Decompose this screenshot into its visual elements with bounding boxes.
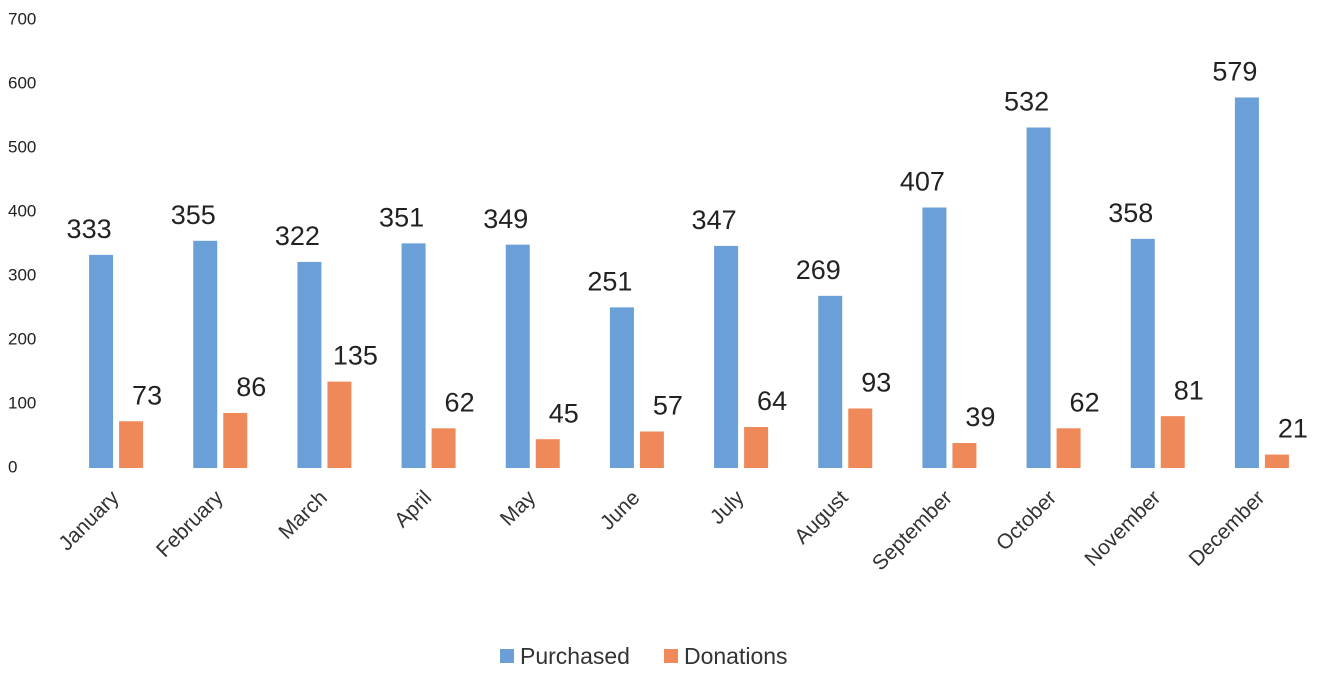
data-label: 351 [379,202,424,232]
data-label: 135 [333,341,378,371]
bar [639,431,664,468]
y-tick-label: 100 [8,393,36,412]
bar [89,254,114,468]
data-label: 347 [692,205,737,235]
data-label: 62 [445,387,475,417]
bar [1160,416,1185,468]
x-tick-label: December [1185,486,1270,571]
bar [848,408,873,468]
bar [119,421,144,468]
data-label: 86 [236,372,266,402]
x-tick-label: February [152,486,228,562]
data-label: 349 [483,204,528,234]
data-label: 358 [1108,198,1153,228]
data-label: 21 [1278,414,1308,444]
data-label: 355 [171,200,216,230]
y-tick-label: 500 [8,137,36,156]
y-tick-label: 200 [8,329,36,348]
data-label: 81 [1174,375,1204,405]
y-tick-label: 600 [8,73,36,92]
x-tick-label: September [868,486,957,575]
x-tick-label: November [1080,486,1165,571]
legend-swatch [500,649,514,663]
x-tick-label: January [54,486,123,555]
x-tick-label: August [790,486,853,549]
x-tick-label: June [596,486,644,534]
bar [609,307,634,468]
data-label: 269 [796,255,841,285]
data-label: 73 [132,380,162,410]
x-tick-label: July [706,486,749,529]
x-tick-label: March [274,486,332,544]
data-label: 93 [861,368,891,398]
x-tick-label: May [496,486,541,531]
bar [401,243,426,468]
bar [714,245,739,468]
bar [505,244,530,468]
legend-label: Donations [684,643,788,669]
bar [431,428,456,468]
bar [952,443,977,468]
data-label: 39 [965,402,995,432]
data-label: 579 [1212,57,1257,87]
y-tick-label: 0 [8,457,17,476]
bar [327,381,352,468]
bar [744,427,769,468]
data-label: 333 [67,214,112,244]
bar [535,439,560,468]
bar [1056,428,1081,468]
legend-swatch [663,649,678,663]
data-label: 45 [549,398,579,428]
bar [1130,238,1155,468]
data-label: 64 [757,386,787,416]
y-tick-label: 400 [8,201,36,220]
legend-label: Purchased [520,643,630,669]
y-tick-label: 300 [8,265,36,284]
data-label: 407 [900,167,945,197]
bar [1264,454,1289,468]
bar [922,207,947,468]
x-tick-label: October [992,486,1061,555]
bar [223,412,248,468]
x-tick-label: April [390,486,436,532]
data-label: 532 [1004,87,1049,117]
bar [1026,127,1051,469]
data-label: 251 [587,266,632,296]
data-label: 62 [1070,387,1100,417]
bar [1234,97,1259,468]
bar [193,240,218,468]
bar [297,261,322,468]
y-tick-label: 700 [8,9,36,28]
data-label: 57 [653,391,683,421]
bar [818,295,843,468]
data-label: 322 [275,221,320,251]
